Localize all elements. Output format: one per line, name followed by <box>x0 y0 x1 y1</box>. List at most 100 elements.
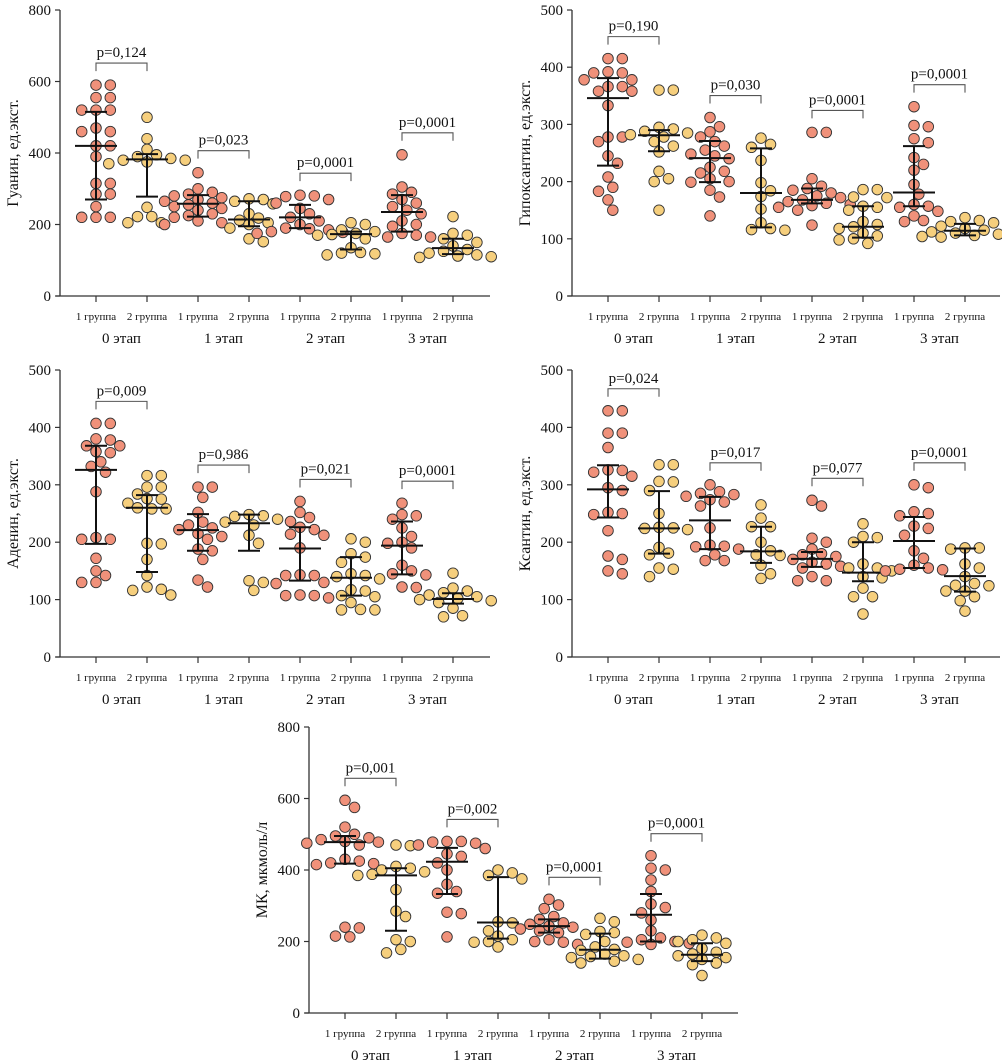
data-point <box>607 204 619 216</box>
x-tick-label-group: 1 группа <box>178 311 218 323</box>
data-point <box>294 506 306 519</box>
data-point <box>359 218 372 231</box>
data-point <box>413 251 426 264</box>
p-value-label: p=0,0001 <box>911 445 968 461</box>
y-tick-label: 0 <box>293 1006 301 1022</box>
data-point <box>592 135 605 148</box>
data-point <box>680 490 692 503</box>
data-point <box>447 567 459 579</box>
data-point <box>653 458 665 471</box>
data-point <box>662 172 675 185</box>
data-point <box>279 569 292 582</box>
p-value-label: p=0,190 <box>609 19 659 35</box>
data-point <box>270 577 282 590</box>
data-point <box>90 91 102 104</box>
y-tick-label: 0 <box>44 650 52 666</box>
data-point <box>339 794 351 807</box>
significance-bracket <box>650 833 703 842</box>
y-tick-label: 800 <box>29 3 52 19</box>
data-point <box>141 469 153 482</box>
data-point <box>681 523 694 536</box>
data-point <box>847 191 860 203</box>
x-tick-label-group: 2 группа <box>741 311 781 323</box>
data-point <box>685 176 697 188</box>
data-point <box>396 581 408 593</box>
significance-bracket <box>197 464 250 474</box>
data-point <box>75 576 88 589</box>
data-point <box>158 195 171 208</box>
data-point <box>917 214 930 227</box>
data-point <box>329 930 342 942</box>
data-point <box>410 581 423 594</box>
p-value-label: p=0,0001 <box>809 92 866 108</box>
y-axis-label: МК, мкмоль/л <box>254 822 271 918</box>
data-point <box>396 149 408 161</box>
x-tick-label-group: 2 группа <box>229 672 269 684</box>
data-point <box>689 541 702 553</box>
data-point <box>396 497 408 509</box>
y-tick-label: 200 <box>541 175 564 191</box>
data-point <box>866 590 879 603</box>
data-point <box>653 165 665 178</box>
data-point <box>461 243 474 256</box>
data-point <box>925 226 938 238</box>
data-point <box>380 947 393 959</box>
data-point <box>699 554 711 567</box>
data-point <box>322 592 335 604</box>
data-point <box>983 580 995 592</box>
data-point <box>155 538 168 550</box>
p-value-label: p=0,124 <box>97 45 147 61</box>
data-point <box>755 512 767 524</box>
significance-bracket <box>811 477 864 487</box>
data-point <box>723 175 735 188</box>
data-point <box>638 125 651 138</box>
stage-label: 2 этап <box>306 331 345 347</box>
data-point <box>155 469 168 482</box>
x-tick-label-group: 2 группа <box>945 311 985 323</box>
data-point <box>399 910 412 923</box>
data-point <box>922 120 935 133</box>
data-point <box>935 231 947 243</box>
significance-bracket <box>299 172 352 182</box>
y-tick-label: 600 <box>29 75 52 91</box>
data-point <box>104 211 117 224</box>
data-point <box>645 849 657 862</box>
significance-bracket <box>401 132 454 141</box>
data-point <box>141 111 153 124</box>
data-point <box>718 496 731 508</box>
data-point <box>104 434 117 446</box>
data-point <box>764 568 777 580</box>
x-tick-label-group: 1 группа <box>792 672 832 684</box>
x-tick-label-group: 2 группа <box>433 311 473 323</box>
data-point <box>624 128 637 141</box>
data-point <box>704 184 716 196</box>
data-point <box>718 165 731 178</box>
data-point <box>75 104 88 116</box>
significance-bracket <box>446 818 499 828</box>
data-point <box>270 197 282 209</box>
data-point <box>847 590 860 603</box>
significance-bracket <box>913 84 966 93</box>
data-point <box>514 923 527 935</box>
p-value-label: p=0,017 <box>711 445 761 461</box>
data-point <box>908 479 920 491</box>
x-tick-label-group: 2 группа <box>127 672 167 684</box>
data-point <box>485 250 497 263</box>
p-value-label: p=0,986 <box>199 447 249 463</box>
p-value-label: p=0,024 <box>609 371 659 387</box>
data-point <box>75 125 88 138</box>
data-point <box>441 931 453 943</box>
data-point <box>917 158 930 171</box>
p-value-label: p=0,0001 <box>546 859 603 875</box>
data-point <box>492 941 504 953</box>
data-point <box>616 405 629 417</box>
data-point <box>366 868 378 881</box>
data-point <box>720 951 732 964</box>
data-point <box>423 589 435 601</box>
data-point <box>265 225 278 238</box>
chart-guanine: 0 200 400 600 800 Гуанин, ед.экст. 1 группа 2 г… <box>5 3 497 347</box>
data-point <box>450 885 463 898</box>
data-point <box>322 193 335 206</box>
y-tick-label: 400 <box>278 863 301 879</box>
data-point <box>104 104 117 116</box>
